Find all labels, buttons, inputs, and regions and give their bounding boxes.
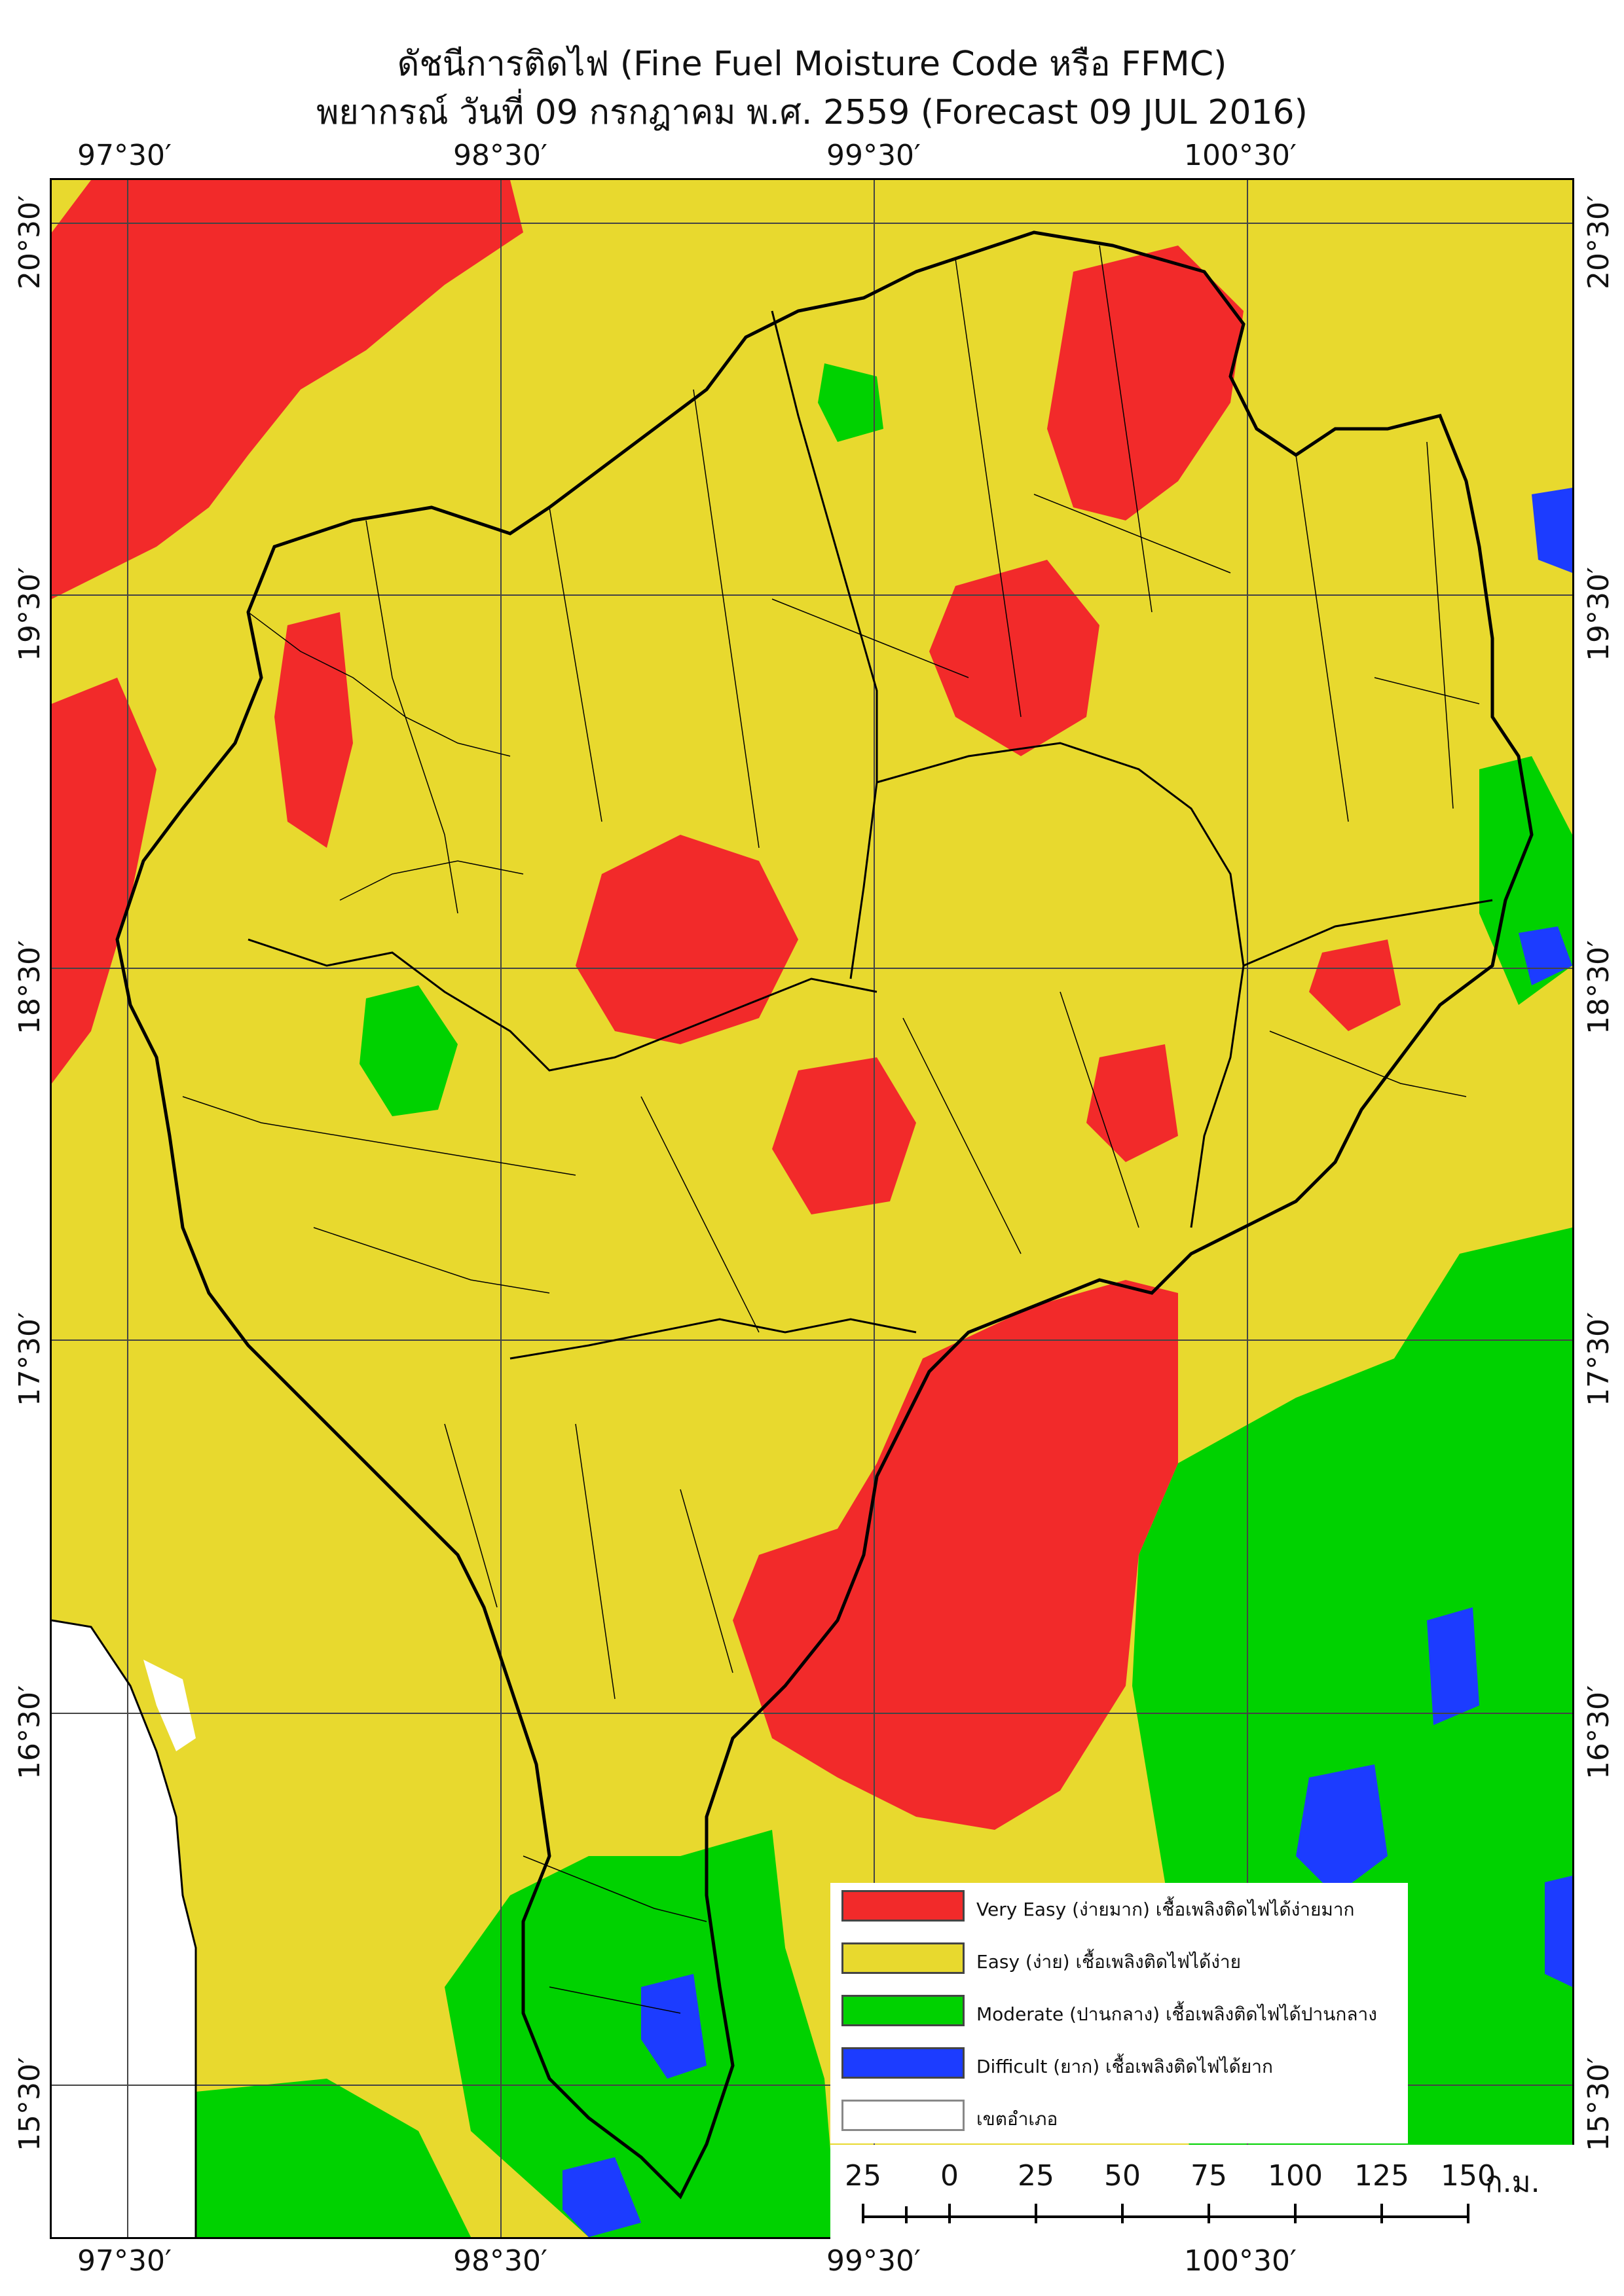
scale-label-6: 125	[1354, 2159, 1409, 2193]
difficult-zone-6	[1532, 488, 1572, 573]
lon-label-bottom-1: 97°30′	[77, 2244, 172, 2278]
legend: Very Easy (ง่ายมาก) เชื้อเพลิงติดไฟได้ง่…	[830, 1883, 1408, 2143]
lon-label-bottom-4: 100°30′	[1184, 2244, 1297, 2278]
legend-swatch-easy	[841, 1942, 965, 1974]
very-easy-zone-central-south	[733, 1280, 1178, 1830]
scale-label-7: 150	[1441, 2159, 1496, 2193]
province-inner-boundary-2	[771, 310, 878, 979]
graticule	[52, 180, 1572, 2237]
legend-row-difficult: Difficult (ยาก) เชื้อเพลิงติดไฟได้ยาก	[832, 2042, 1406, 2084]
province-inner-boundary-3	[876, 742, 1245, 1228]
very-easy-zone-north	[1047, 246, 1244, 520]
district-boundaries	[52, 230, 1534, 2237]
very-easy-zone-north-central	[929, 560, 1099, 756]
legend-row-very-easy: Very Easy (ง่ายมาก) เชื้อเพลิงติดไฟได้ง่…	[832, 1885, 1406, 1927]
lat-label-right-1: 20°30′	[1582, 195, 1615, 289]
legend-swatch-difficult	[841, 2047, 965, 2079]
lon-label-top-1: 97°30′	[77, 139, 172, 172]
scale-bar-graphic	[862, 2204, 1469, 2223]
very-easy-zone-mid-east	[1086, 1044, 1178, 1162]
very-easy-zone-mid	[772, 1057, 916, 1214]
very-easy-zone-west-edge	[52, 678, 157, 1084]
legend-row-easy: Easy (ง่าย) เชื้อเพลิงติดไฟได้ง่าย	[832, 1937, 1406, 1979]
scale-label-3: 50	[1104, 2159, 1141, 2193]
scale-bar: 25 0 25 50 75 100 125 150 ก.ม.	[830, 2145, 1574, 2239]
difficult-zone-4	[641, 1974, 707, 2079]
scale-unit: ก.ม.	[1485, 2166, 1540, 2199]
map-title: ดัชนีการติดไฟ (Fine Fuel Moisture Code ห…	[397, 45, 1227, 84]
district-internal-boundaries	[182, 245, 1480, 2014]
legend-swatch-district	[841, 2100, 965, 2131]
lat-label-left-6: 15°30′	[13, 2057, 46, 2151]
lon-label-top-4: 100°30′	[1184, 139, 1297, 172]
lat-label-right-4: 17°30′	[1582, 1312, 1615, 1406]
very-easy-zone-center	[576, 835, 798, 1044]
sea-inlet	[143, 1660, 196, 1751]
scale-label-5: 100	[1268, 2159, 1323, 2193]
lat-label-left-2: 19°30′	[13, 567, 46, 661]
scale-label-1: 0	[940, 2159, 959, 2193]
province-outer-boundary	[115, 230, 1534, 2200]
lon-label-top-3: 99°30′	[826, 139, 921, 172]
lon-label-bottom-3: 99°30′	[826, 2244, 921, 2278]
moderate-zone-southwest	[196, 2079, 471, 2237]
very-easy-zone-west-inner	[274, 612, 353, 848]
ffmc-map	[52, 180, 1572, 2237]
lon-label-top-2: 98°30′	[453, 139, 547, 172]
lat-label-left-1: 20°30′	[13, 195, 46, 289]
very-easy-zone-northwest	[52, 180, 523, 599]
difficult-zone-5	[563, 2157, 641, 2237]
legend-label-district: เขตอำเภอ	[976, 2108, 1058, 2130]
difficult-zone-2	[1427, 1607, 1479, 1725]
scale-bar-lines	[862, 2204, 1469, 2223]
sea-area	[52, 1620, 196, 2237]
lat-label-left-3: 18°30′	[13, 940, 46, 1034]
province-inner-boundary-5	[1243, 899, 1493, 967]
lat-label-right-2: 19°30′	[1582, 567, 1615, 661]
legend-row-moderate: Moderate (ปานกลาง) เชื้อเพลิงติดไฟได้ปาน…	[832, 1990, 1406, 2032]
province-inner-boundary-4	[509, 1318, 917, 1360]
lat-label-left-4: 17°30′	[13, 1312, 46, 1406]
scale-label-4: 75	[1190, 2159, 1227, 2193]
lat-label-right-6: 15°30′	[1582, 2057, 1615, 2151]
legend-swatch-moderate	[841, 1995, 965, 2026]
legend-row-district: เขตอำเภอ	[832, 2094, 1406, 2136]
scale-label-0: 25	[845, 2159, 881, 2193]
difficult-zone-1	[1296, 1764, 1388, 1895]
lat-label-right-5: 16°30′	[1582, 1685, 1615, 1779]
map-subtitle: พยากรณ์ วันที่ 09 กรกฎาคม พ.ศ. 2559 (For…	[316, 93, 1308, 132]
moderate-patch-1	[360, 985, 458, 1116]
province-inner-boundary-1	[248, 938, 877, 1072]
lon-label-bottom-2: 98°30′	[453, 2244, 547, 2278]
moderate-patch-2	[818, 363, 883, 442]
lat-label-left-5: 16°30′	[13, 1685, 46, 1779]
legend-label-difficult: Difficult (ยาก) เชื้อเพลิงติดไฟได้ยาก	[976, 2056, 1273, 2077]
legend-label-easy: Easy (ง่าย) เชื้อเพลิงติดไฟได้ง่าย	[976, 1951, 1242, 1973]
map-canvas[interactable]	[50, 178, 1574, 2239]
coastline	[52, 1619, 197, 2237]
legend-swatch-very-easy	[841, 1890, 965, 1922]
legend-label-very-easy: Very Easy (ง่ายมาก) เชื้อเพลิงติดไฟได้ง่…	[976, 1899, 1355, 1920]
lat-label-right-3: 18°30′	[1582, 940, 1615, 1034]
very-easy-zone-east	[1309, 939, 1401, 1031]
scale-label-2: 25	[1018, 2159, 1054, 2193]
difficult-zone-7	[1519, 926, 1572, 985]
difficult-zone-3	[1545, 1876, 1572, 1987]
legend-label-moderate: Moderate (ปานกลาง) เชื้อเพลิงติดไฟได้ปาน…	[976, 2003, 1377, 2025]
